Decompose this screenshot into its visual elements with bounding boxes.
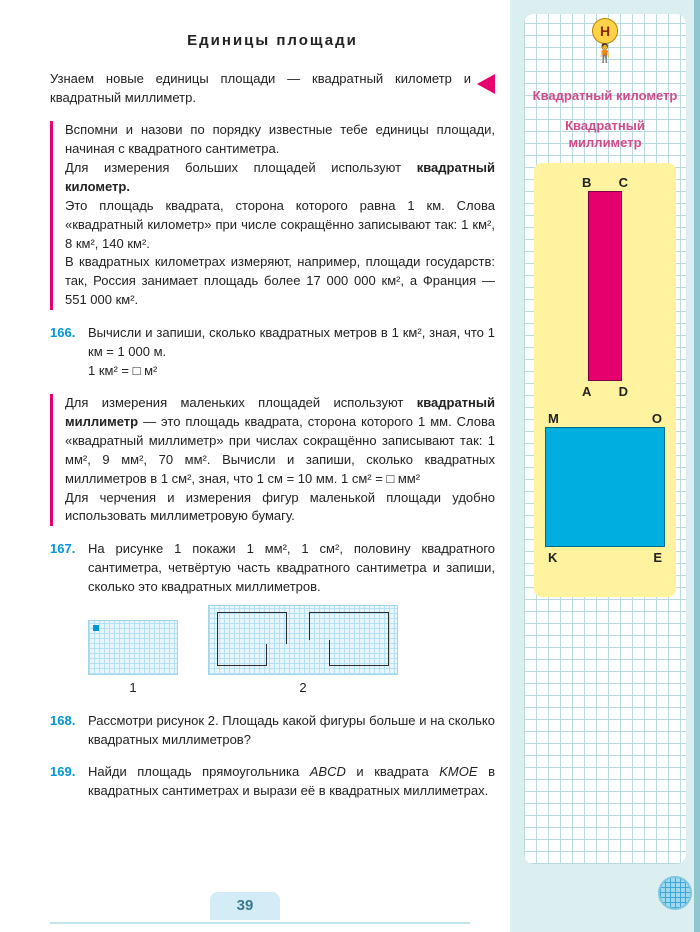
bottom-rule — [50, 922, 470, 924]
label-M: M — [548, 411, 559, 426]
task-166: 166. Вычисли и запиши, сколько квадратны… — [50, 324, 495, 381]
theory-block-km: Вспомни и назови по порядку известные те… — [50, 121, 495, 309]
rect-shape — [588, 191, 622, 381]
figure-1: 1 — [88, 620, 178, 698]
task-num-168: 168. — [50, 712, 88, 750]
label-D: D — [619, 384, 628, 399]
task-168-body: Рассмотри рисунок 2. Площадь какой фигур… — [88, 712, 495, 750]
task166-a: Вычисли и запиши, сколько квадратных мет… — [88, 325, 495, 359]
grid-fig-2 — [208, 605, 398, 675]
intro-row: Узнаем новые единицы площади — квадратны… — [50, 70, 495, 108]
figures-row: 1 2 — [88, 605, 495, 698]
task-167-body: На рисунке 1 покажи 1 мм², 1 см², полови… — [88, 540, 495, 697]
block1-p3: Это площадь квадрата, сторона которого р… — [65, 197, 495, 254]
label-E: E — [653, 550, 662, 565]
label-B: B — [582, 175, 591, 190]
t169a: Найди площадь прямоугольника — [88, 764, 310, 779]
task-167: 167. На рисунке 1 покажи 1 мм², 1 см², п… — [50, 540, 495, 697]
shape-a — [217, 612, 287, 644]
task166-b: 1 км² = □ м² — [88, 363, 157, 378]
task-num-167: 167. — [50, 540, 88, 697]
globe-icon — [658, 876, 692, 910]
label-A: A — [582, 384, 591, 399]
square-shape — [545, 427, 665, 547]
shape-b — [309, 612, 389, 640]
shape-b2 — [329, 640, 389, 666]
block1-p4: В квадратных километрах измеряют, наприм… — [65, 253, 495, 310]
task-num-166: 166. — [50, 324, 88, 381]
label-K: K — [548, 550, 557, 565]
block1-p2: Для измерения больших площадей использую… — [65, 159, 495, 197]
fig1-label: 1 — [88, 679, 178, 698]
arrow-icon — [477, 74, 495, 94]
page-number: 39 — [210, 892, 280, 920]
t169d: KMOE — [439, 764, 477, 779]
label-O: O — [652, 411, 662, 426]
fig2-label: 2 — [208, 679, 398, 698]
sidebar-edge — [694, 0, 700, 932]
block1-p1: Вспомни и назови по порядку известные те… — [65, 121, 495, 159]
intro-text: Узнаем новые единицы площади — квадратны… — [50, 70, 471, 108]
theory-block-mm: Для измерения маленьких площадей использ… — [50, 394, 495, 526]
page-main: Единицы площади Узнаем новые единицы пло… — [0, 0, 510, 932]
label-km: Квадратный километр — [530, 88, 680, 104]
yellow-panel: B C A D M O K E — [534, 163, 676, 597]
shape-a2 — [217, 644, 267, 666]
task-169-body: Найди площадь прямоугольника ABCD и квад… — [88, 763, 495, 801]
mascot-icon: Н 🧍 — [592, 18, 618, 60]
mascot-body: 🧍 — [592, 46, 618, 60]
block2-p1: Для измерения маленьких площадей использ… — [65, 394, 495, 488]
label-mm: Квадратный миллиметр — [530, 118, 680, 151]
t169c: и квадрата — [346, 764, 439, 779]
sidebar: Н 🧍 Квадратный километр Квадратный милли… — [510, 0, 700, 932]
rectangle-abcd: B C A D — [544, 177, 666, 407]
block1-p2a: Для измерения больших площадей использую… — [65, 160, 417, 175]
task-169: 169. Найди площадь прямоугольника ABCD и… — [50, 763, 495, 801]
task-num-169: 169. — [50, 763, 88, 801]
task167-text: На рисунке 1 покажи 1 мм², 1 см², полови… — [88, 541, 495, 594]
square-kmoe: M O K E — [544, 413, 666, 583]
figure-2: 2 — [208, 605, 398, 698]
task-166-body: Вычисли и запиши, сколько квадратных мет… — [88, 324, 495, 381]
task-168: 168. Рассмотри рисунок 2. Площадь какой … — [50, 712, 495, 750]
t169b: ABCD — [310, 764, 346, 779]
mascot-bubble: Н — [592, 18, 618, 44]
label-C: C — [619, 175, 628, 190]
grid-fig-1 — [88, 620, 178, 675]
sidebar-note: Н 🧍 Квадратный километр Квадратный милли… — [524, 14, 686, 864]
block2-p2: Для черчения и измерения фигур маленькой… — [65, 489, 495, 527]
block2-p1a: Для измерения маленьких площадей использ… — [65, 395, 417, 410]
page-title: Единицы площади — [50, 30, 495, 52]
